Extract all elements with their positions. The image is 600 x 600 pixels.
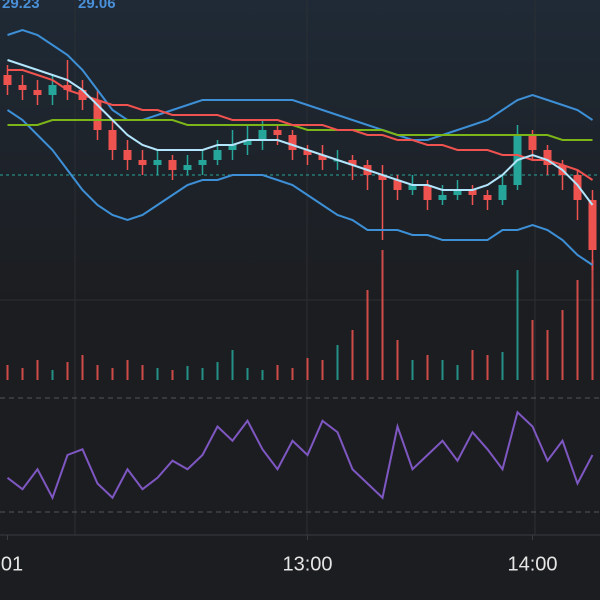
indicator-line [7,28,594,141]
candle-body [318,155,327,160]
candle-body [3,75,12,85]
x-tick-label: 01 [1,553,23,575]
volume-bar [81,355,84,380]
candle-body [48,85,57,95]
volume-bar [231,350,234,380]
volume-bar [111,368,114,380]
volume-bar [36,360,39,380]
candle-body [273,130,282,135]
volume-bar [426,355,429,380]
indicator-line [7,59,594,206]
volume-bar [201,368,204,380]
candle-body [138,160,147,165]
volume-bar [486,355,489,380]
volume-bar [21,368,24,380]
candle-body [423,185,432,200]
candle-body [543,150,552,165]
candle-body [588,200,597,250]
candle-body [573,175,582,200]
x-tick-label: 14:00 [507,553,557,575]
candle-body [408,185,417,190]
indicator-line [7,119,593,141]
candle-body [243,140,252,145]
candle-body [213,150,222,160]
candle-body [228,145,237,150]
candle-body [198,160,207,165]
rsi-line [6,410,594,501]
candle-body [393,180,402,190]
candle-body [288,135,297,150]
candle-body [348,160,357,165]
volume-bar [321,360,324,380]
volume-bar [471,350,474,380]
volume-bar [66,362,69,380]
candle-body [483,195,492,200]
x-tick-label: 13:00 [282,553,332,575]
indicator-line [7,69,594,181]
volume-bar [381,250,384,380]
volume-bar [141,365,144,380]
volume-bar [96,365,99,380]
volume-bar [216,362,219,380]
candle-body [258,130,267,140]
volume-bar [366,290,369,380]
price-pane [0,0,600,300]
candle-body [168,160,177,170]
candle-body [528,135,537,150]
candle-body [63,85,72,90]
indicator-line [6,109,594,266]
volume-bar [441,360,444,380]
candle-body [438,195,447,200]
volume-bar [501,352,504,380]
volume-bar [291,368,294,380]
volume-bar [591,260,594,380]
candle-body [498,185,507,200]
volume-bar [351,330,354,380]
candle-body [453,190,462,195]
candle-body [378,175,387,180]
candle-body [183,165,192,170]
volume-bar [51,370,54,380]
volume-bar [516,270,519,380]
legend-value: 29.06 [78,0,116,12]
volume-bar [546,330,549,380]
candle-body [468,190,477,195]
candle-body [123,150,132,160]
volume-bar [126,360,129,380]
volume-bar [276,365,279,380]
volume-bar [456,365,459,380]
candle-body [18,85,27,90]
candle-body [303,150,312,155]
volume-bar [411,360,414,380]
volume-bar [336,345,339,380]
volume-bar [396,340,399,380]
volume-bar [171,370,174,380]
volume-bar [186,366,189,380]
candle-body [153,160,162,165]
volume-bar [576,280,579,380]
volume-bar [531,320,534,380]
volume-bar [156,368,159,380]
volume-bar [6,365,9,380]
volume-bar [246,368,249,380]
volume-bar [306,358,309,380]
volume-bar [261,370,264,380]
candle-body [33,90,42,95]
candle-body [108,130,117,150]
legend-value: 29.23 [2,0,40,12]
candle-body [93,100,102,130]
volume-bar [561,310,564,380]
